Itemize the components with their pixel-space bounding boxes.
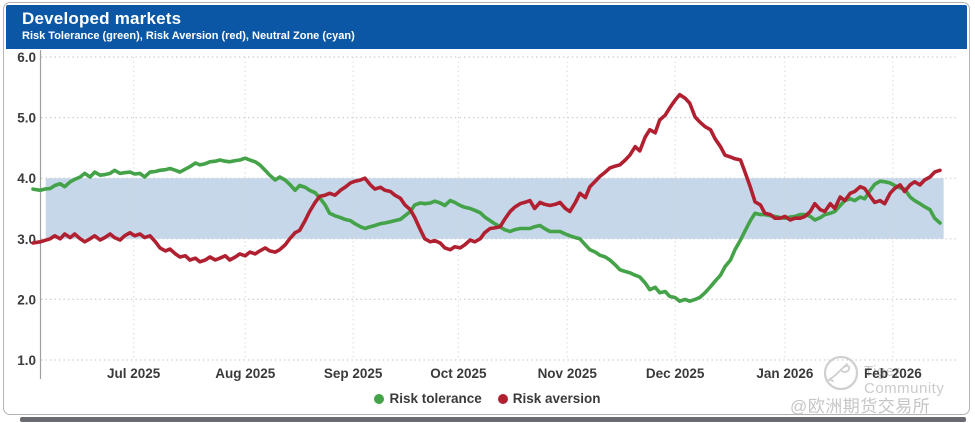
x-tick-label: Jul 2025 xyxy=(107,366,161,381)
x-tick-label: Sep 2025 xyxy=(324,366,383,381)
legend-dot-red xyxy=(497,393,508,404)
watermark-text: Tiger Community xyxy=(864,363,945,397)
chart-subtitle: Risk Tolerance (green), Risk Aversion (r… xyxy=(22,30,355,42)
x-tick-label: Oct 2025 xyxy=(430,366,487,381)
x-tick-label: Dec 2025 xyxy=(646,366,705,381)
x-tick-label: Feb 2026 xyxy=(864,366,922,381)
series-risk-tolerance xyxy=(31,156,942,304)
page-title: Developed markets xyxy=(22,9,182,28)
x-tick-label: Jan 2026 xyxy=(756,366,814,381)
legend-item-risk-tolerance: Risk tolerance xyxy=(374,391,482,406)
x-tick-label: Aug 2025 xyxy=(215,366,276,381)
y-tick-label: 1.0 xyxy=(17,353,36,368)
legend-label: Risk tolerance xyxy=(389,391,482,406)
y-tick-label: 6.0 xyxy=(17,50,36,65)
series-risk-aversion xyxy=(31,92,942,264)
watermark-handle: @欧洲期货交易所Eurex xyxy=(790,397,931,415)
tiger-community-logo-icon xyxy=(823,355,859,391)
legend-dot-green xyxy=(374,393,385,404)
window-shadow xyxy=(20,417,966,422)
y-tick-label: 4.0 xyxy=(17,171,36,186)
x-tick-label: Nov 2025 xyxy=(538,366,598,381)
legend-item-risk-aversion: Risk aversion xyxy=(497,391,601,406)
header-bar: Developed markets Risk Tolerance (green)… xyxy=(6,5,967,49)
y-tick-label: 5.0 xyxy=(17,111,36,126)
legend-label: Risk aversion xyxy=(512,391,601,406)
chart-legend: Risk tolerance Risk aversion xyxy=(0,391,975,406)
y-tick-label: 2.0 xyxy=(17,292,36,307)
